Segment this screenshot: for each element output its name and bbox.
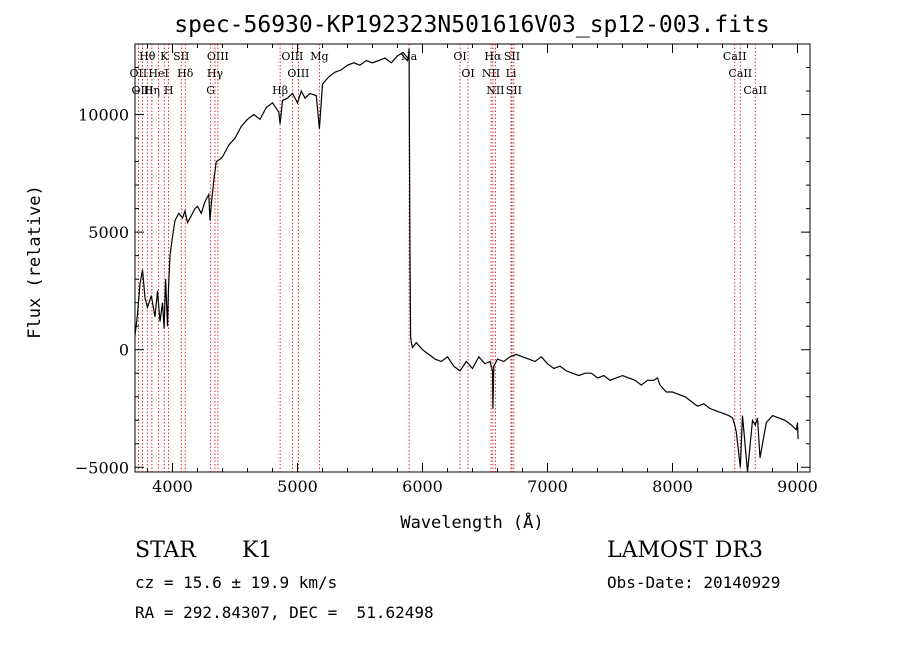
class-label: STAR bbox=[135, 538, 196, 563]
subclass-label: K1 bbox=[242, 538, 273, 563]
line-marker-label: Mg bbox=[310, 50, 328, 63]
y-axis-label: Flux (relative) bbox=[25, 185, 45, 339]
line-marker-label: OI bbox=[461, 67, 474, 80]
line-marker-label: Hβ bbox=[272, 84, 288, 97]
line-marker-label: Hα bbox=[484, 50, 502, 63]
line-marker-label: OI bbox=[453, 50, 466, 63]
line-marker-label: G bbox=[206, 84, 215, 97]
x-tick-label: 5000 bbox=[277, 477, 318, 496]
line-marker-label: HeI bbox=[148, 67, 168, 80]
line-marker-label: H bbox=[164, 84, 174, 97]
line-marker-label: Hθ bbox=[139, 50, 156, 63]
line-marker-label: SII bbox=[504, 50, 520, 63]
line-marker-label: CaII bbox=[723, 50, 747, 63]
y-tick-label: 0 bbox=[119, 341, 129, 360]
survey-label: LAMOST DR3 bbox=[607, 538, 763, 563]
line-marker-label: OIII bbox=[287, 67, 309, 80]
line-marker-label: NII bbox=[486, 84, 504, 97]
y-tick-label: −5000 bbox=[75, 458, 129, 477]
y-axis-ticks: −5000 0 5000 10000 bbox=[75, 67, 810, 477]
spectrum-line bbox=[134, 48, 799, 473]
x-axis-label: Wavelength (Å) bbox=[400, 511, 543, 533]
x-axis-ticks: 4000 5000 6000 7000 8000 9000 bbox=[147, 44, 818, 496]
obs-date-text: Obs-Date: 20140929 bbox=[607, 573, 781, 592]
line-marker-label: Hη bbox=[144, 84, 160, 97]
line-marker-label: OIII bbox=[131, 84, 153, 97]
chart-title: spec-56930-KP192323N501616V03_sp12-003.f… bbox=[174, 12, 769, 38]
x-tick-label: 9000 bbox=[777, 477, 818, 496]
line-marker-label: NII bbox=[482, 67, 500, 80]
y-tick-label: 10000 bbox=[78, 106, 129, 125]
line-marker-label: SII bbox=[173, 50, 189, 63]
line-marker-label: K bbox=[160, 50, 169, 63]
line-marker-label: Hγ bbox=[207, 67, 224, 80]
line-marker-label: SII bbox=[506, 84, 522, 97]
x-tick-label: 7000 bbox=[527, 477, 568, 496]
redshift-text: cz = 15.6 ± 19.9 km/s bbox=[135, 573, 338, 592]
line-markers bbox=[137, 44, 756, 472]
line-marker-label: Li bbox=[506, 67, 517, 80]
line-marker-label: Hδ bbox=[177, 67, 194, 80]
y-tick-label: 5000 bbox=[88, 223, 129, 242]
line-marker-label: CaII bbox=[728, 67, 752, 80]
x-tick-label: 4000 bbox=[152, 477, 193, 496]
line-marker-label: OIII bbox=[281, 50, 303, 63]
coordinates-text: RA = 292.84307, DEC = 51.62498 bbox=[135, 603, 434, 622]
line-marker-label: OII bbox=[130, 67, 148, 80]
line-marker-label: OIII bbox=[207, 50, 229, 63]
x-tick-label: 6000 bbox=[402, 477, 443, 496]
line-marker-label: CaII bbox=[743, 84, 767, 97]
x-tick-label: 8000 bbox=[652, 477, 693, 496]
